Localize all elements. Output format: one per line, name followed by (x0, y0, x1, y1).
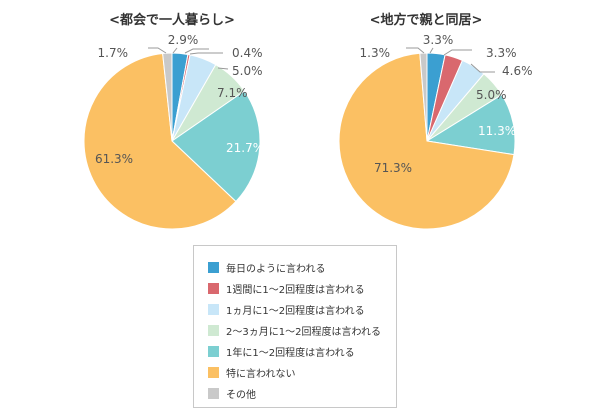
pie-chart-rural: 3.3% 3.3% 4.6% 5.0% 11.3% 71.3% 1.3% (338, 33, 533, 230)
data-label: 7.1% (217, 86, 248, 100)
legend-item: 2～3ヵ月に1～2回程度は言われる (208, 322, 381, 338)
pie-slice (162, 52, 173, 142)
legend-label: 1ヵ月に1～2回程度は言われる (226, 305, 365, 317)
leader-line (406, 47, 425, 54)
legend-swatch (208, 345, 219, 357)
leader-line (429, 47, 434, 54)
data-label: 2.9% (168, 33, 199, 47)
leader-line (184, 48, 209, 54)
data-label: 11.3% (478, 124, 516, 138)
legend-swatch (208, 303, 219, 315)
legend-swatch (208, 324, 219, 336)
data-label: 71.3% (374, 161, 412, 175)
legend-label: 2～3ヵ月に1～2回程度は言われる (226, 326, 381, 338)
legend-swatch (208, 366, 219, 378)
data-label: 5.0% (476, 88, 507, 102)
leader-line (189, 52, 223, 55)
leader-line (443, 49, 472, 56)
chart-title-urban: <都会で一人暮らし> (109, 12, 235, 28)
legend-item: 特に言われない (208, 364, 296, 380)
legend-item: その他 (208, 385, 256, 401)
leader-line (470, 63, 495, 73)
legend-label: 1週間に1～2回程度は言われる (226, 284, 365, 296)
data-label: 21.7% (226, 141, 264, 155)
leader-line (172, 47, 178, 54)
legend-label: 1年に1～2回程度は言われる (226, 347, 355, 359)
legend-label: 毎日のように言われる (226, 263, 326, 275)
pie-slice (83, 52, 237, 230)
legend-item: 毎日のように言われる (208, 259, 326, 275)
pie-slice (171, 90, 261, 203)
legend-label: その他 (226, 389, 256, 401)
data-label: 61.3% (95, 152, 133, 166)
legend-swatch (208, 261, 219, 273)
data-label: 1.7% (98, 46, 129, 60)
pie-slice (338, 52, 515, 230)
legend-swatch (208, 282, 219, 294)
pie-chart-urban: 2.9% 0.4% 5.0% 7.1% 21.7% 61.3% 1.7% (83, 33, 264, 230)
data-label: 4.6% (502, 64, 533, 78)
leader-line (148, 47, 167, 54)
legend-swatch (208, 387, 219, 399)
data-label: 3.3% (486, 46, 517, 60)
data-label: 1.3% (360, 46, 391, 60)
data-label: 0.4% (232, 46, 263, 60)
leader-line (217, 67, 229, 70)
legend-label: 特に言われない (226, 368, 296, 380)
legend-item: 1週間に1～2回程度は言われる (208, 280, 365, 296)
legend-item: 1年に1～2回程度は言われる (208, 343, 355, 359)
chart-title-rural: <地方で親と同居> (370, 12, 483, 28)
data-label: 3.3% (423, 33, 454, 47)
legend: 毎日のように言われる 1週間に1～2回程度は言われる 1ヵ月に1～2回程度は言わ… (193, 245, 397, 408)
data-label: 5.0% (232, 64, 263, 78)
legend-item: 1ヵ月に1～2回程度は言われる (208, 301, 365, 317)
